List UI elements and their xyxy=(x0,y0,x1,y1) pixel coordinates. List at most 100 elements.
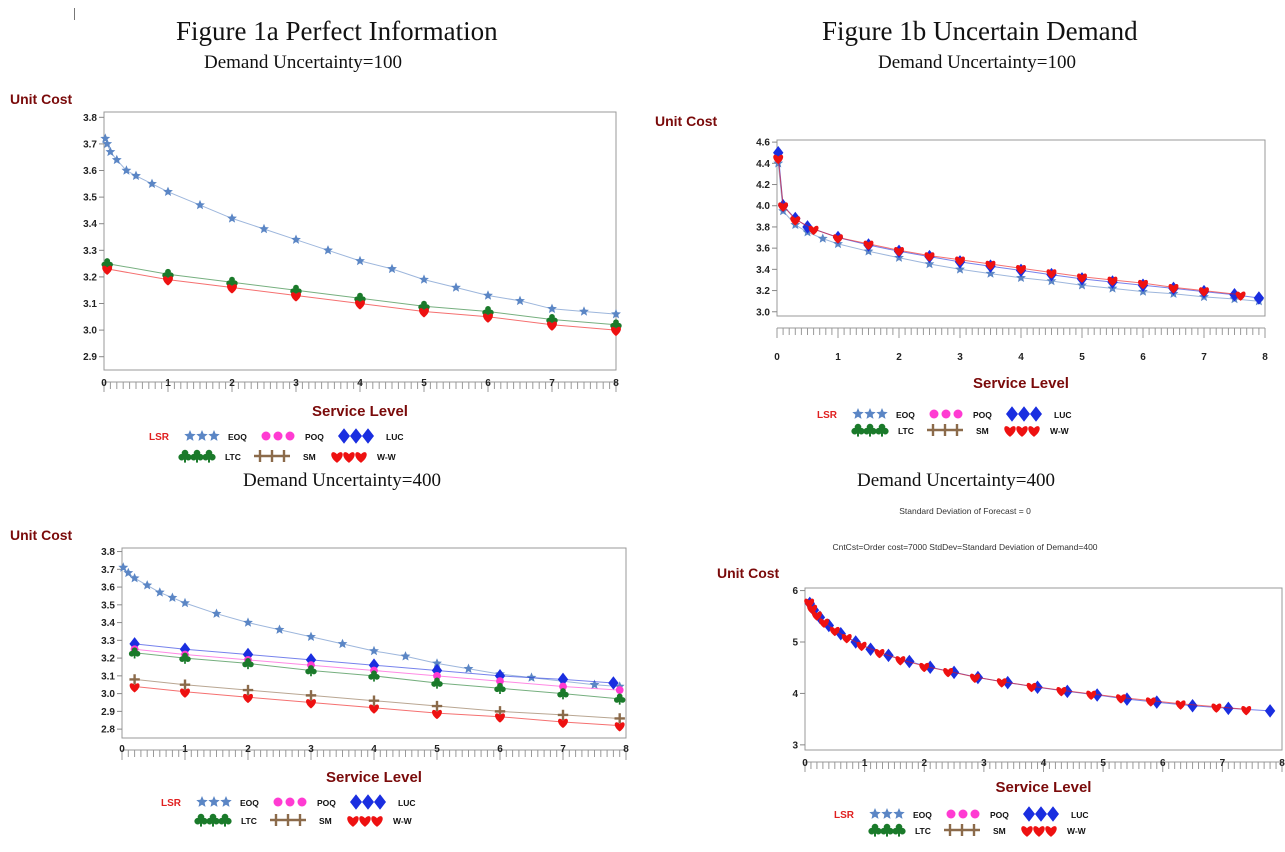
legend-marker xyxy=(285,431,295,441)
figure-1b-subtitle: Demand Uncertainty=100 xyxy=(878,52,1077,73)
x-tick-label: 5 xyxy=(434,744,440,755)
legend-marker xyxy=(893,808,905,819)
legend-marker xyxy=(220,796,232,807)
legend-marker xyxy=(359,816,371,827)
data-point-ww xyxy=(1138,279,1148,290)
data-point-eoq xyxy=(451,282,461,292)
legend-marker xyxy=(362,428,374,444)
x-tick-label: 7 xyxy=(1201,352,1207,363)
legend-marker xyxy=(851,423,865,437)
y-axis-label: Unit Cost xyxy=(655,113,718,129)
data-point-ltc xyxy=(494,682,506,695)
legend-marker xyxy=(282,814,294,826)
legend-marker xyxy=(944,824,956,836)
legend-marker xyxy=(202,449,216,463)
data-point-sm xyxy=(494,706,506,717)
data-point-ww xyxy=(1175,700,1186,710)
x-tick-label: 1 xyxy=(835,352,841,363)
legend-marker xyxy=(273,797,283,807)
plot-frame xyxy=(804,587,1283,751)
data-point-eoq xyxy=(924,258,935,269)
data-point-sm xyxy=(179,679,191,690)
x-tick-label: 0 xyxy=(802,758,808,769)
legend-marker xyxy=(941,409,951,419)
y-tick-label: 2.8 xyxy=(101,725,115,736)
data-point-ltc xyxy=(128,647,141,659)
y-tick-label: 3.2 xyxy=(83,272,97,283)
data-point-eoq xyxy=(306,631,316,641)
data-point-eoq xyxy=(515,295,525,306)
y-axis-label: Unit Cost xyxy=(10,91,73,107)
data-point-eoq xyxy=(337,638,348,649)
legend-label-lsr: LSR xyxy=(161,798,182,809)
data-point-ww xyxy=(547,321,557,331)
data-point-eoq xyxy=(121,165,132,175)
x-tick-label: 5 xyxy=(1079,352,1085,363)
y-axis-label: Unit Cost xyxy=(10,527,73,543)
legend-label-ltc: LTC xyxy=(898,426,914,436)
data-point-luc xyxy=(242,647,254,662)
legend-marker xyxy=(184,430,196,441)
x-tick-label: 7 xyxy=(560,744,566,755)
x-axis-label: Service Level xyxy=(973,375,1069,392)
data-point-ww xyxy=(1211,703,1222,713)
series-ww xyxy=(129,683,625,732)
data-point-luc xyxy=(1229,288,1240,302)
legend-marker xyxy=(869,808,881,819)
data-point-ww xyxy=(129,683,140,693)
y-tick-label: 3.8 xyxy=(756,222,770,233)
legend-marker xyxy=(958,809,968,819)
data-point-eoq xyxy=(147,178,157,188)
y-tick-label: 3.7 xyxy=(101,565,115,576)
x-tick-label: 6 xyxy=(1160,758,1166,769)
y-tick-label: 3.0 xyxy=(101,689,115,700)
data-point-eoq xyxy=(955,264,965,274)
data-point-ltc xyxy=(557,688,569,700)
legend-marker xyxy=(1023,806,1035,822)
legend-label-ltc: LTC xyxy=(225,452,241,462)
legend-marker xyxy=(1016,426,1028,437)
data-point-eoq xyxy=(131,170,141,180)
data-point-eoq xyxy=(817,233,828,243)
x-axis-label: Service Level xyxy=(326,769,422,786)
data-point-eoq xyxy=(243,617,253,627)
y-tick-label: 3.6 xyxy=(756,244,770,255)
x-tick-label: 4 xyxy=(371,744,377,755)
bottom-right-subtitle: Demand Uncertainty=400 xyxy=(857,470,1056,491)
data-point-ww xyxy=(1168,284,1179,294)
y-tick-label: 3.8 xyxy=(101,547,115,558)
data-point-eoq xyxy=(129,573,140,583)
data-point-sm xyxy=(368,695,380,706)
legend-marker xyxy=(208,796,220,807)
x-tick-label: 8 xyxy=(1279,758,1285,769)
legend-marker xyxy=(254,450,266,462)
y-tick-label: 3.4 xyxy=(83,219,97,230)
legend-marker xyxy=(881,808,893,819)
legend-marker xyxy=(1047,806,1059,822)
x-tick-label: 3 xyxy=(293,378,299,389)
legend-marker xyxy=(864,408,876,419)
plot-frame xyxy=(776,139,1266,317)
y-tick-label: 3.6 xyxy=(101,583,115,594)
x-tick-label: 3 xyxy=(308,744,314,755)
data-point-eoq xyxy=(180,597,190,608)
legend-marker xyxy=(206,813,220,827)
legend-marker xyxy=(1030,406,1042,422)
data-point-eoq xyxy=(985,268,996,278)
data-point-sm xyxy=(242,684,254,696)
data-point-eoq xyxy=(291,234,301,244)
data-point-eoq xyxy=(142,580,153,590)
data-point-eoq xyxy=(579,306,589,316)
x-tick-label: 3 xyxy=(981,758,987,769)
data-point-sm xyxy=(129,674,140,685)
y-tick-label: 3.5 xyxy=(83,193,97,204)
legend-label-luc: LUC xyxy=(1071,810,1088,820)
legend-marker xyxy=(1035,806,1047,822)
y-tick-label: 3.2 xyxy=(101,654,115,665)
data-point-ww xyxy=(227,284,237,294)
legend-label-ww: W-W xyxy=(1067,826,1087,836)
data-point-ww xyxy=(1086,690,1097,700)
data-point-ww xyxy=(919,662,930,673)
legend-label-eoq: EOQ xyxy=(896,410,915,420)
data-point-sm xyxy=(431,700,443,712)
